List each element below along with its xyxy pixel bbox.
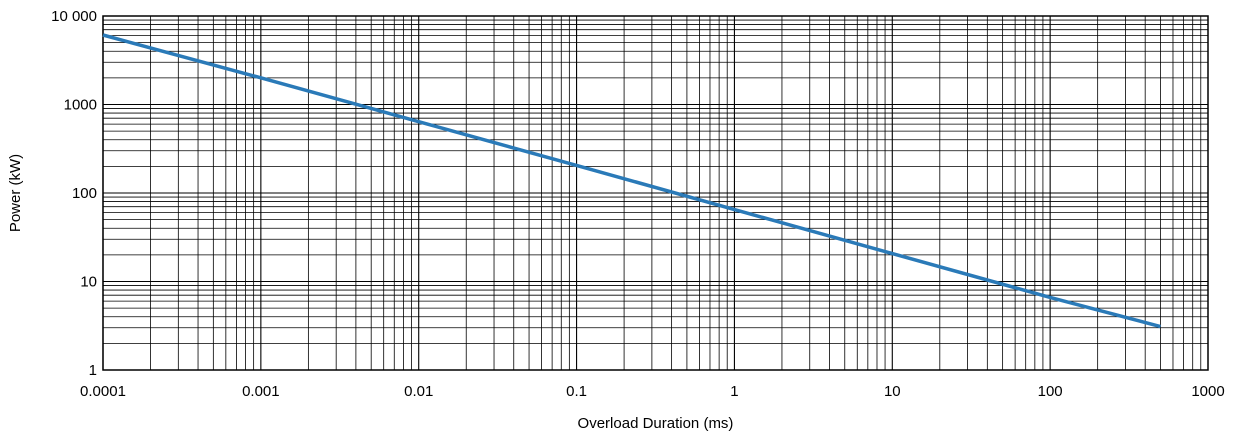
- y-tick-label: 10: [80, 274, 97, 291]
- series-line-1: [102, 33, 1161, 329]
- x-tick-label: 0.1: [566, 383, 587, 400]
- x-tick-label: 0.001: [242, 383, 280, 400]
- x-axis-title: Overload Duration (ms): [578, 415, 734, 432]
- y-tick-labels: 1 10 100 1000 10 000: [51, 8, 97, 379]
- y-tick-label: 10 000: [51, 8, 97, 25]
- x-tick-labels: 0.0001 0.001 0.01 0.1 1 10 100 1000: [80, 383, 1225, 400]
- y-tick-label: 1000: [64, 97, 97, 114]
- x-tick-label: 1000: [1191, 383, 1224, 400]
- y-axis-title: Power (kW): [7, 154, 24, 232]
- x-tick-label: 100: [1038, 383, 1063, 400]
- series-layer: [102, 33, 1161, 329]
- plot-frame: [102, 15, 1209, 371]
- y-tick-label: 100: [72, 185, 97, 202]
- x-tick-label: 1: [730, 383, 738, 400]
- x-tick-label: 0.01: [404, 383, 433, 400]
- x-tick-label: 10: [884, 383, 901, 400]
- x-tick-label: 0.0001: [80, 383, 126, 400]
- y-tick-label: 1: [89, 362, 97, 379]
